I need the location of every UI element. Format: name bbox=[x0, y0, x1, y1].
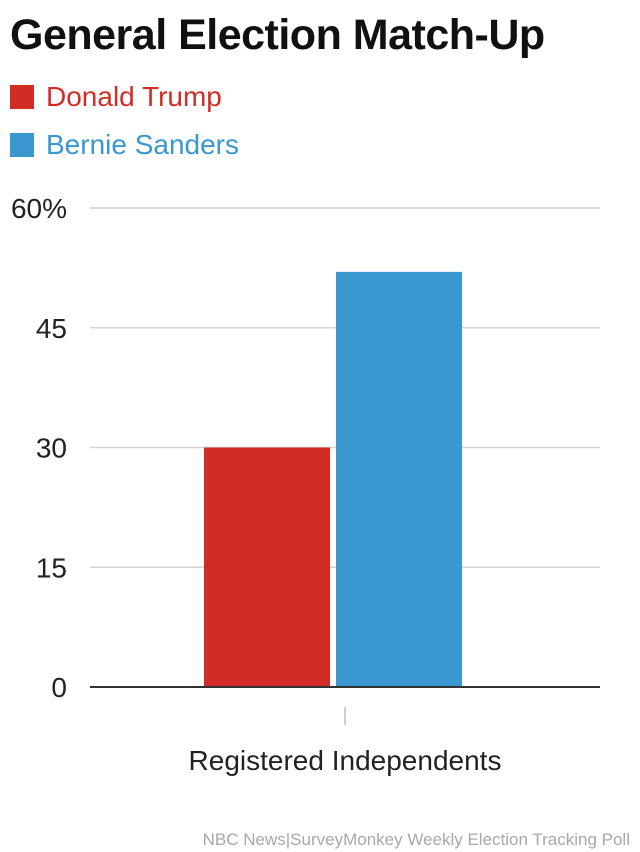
y-tick-label: 30 bbox=[36, 433, 67, 464]
bar bbox=[336, 271, 462, 687]
chart-legend: Donald Trump Bernie Sanders bbox=[10, 78, 239, 174]
chart-title: General Election Match-Up bbox=[10, 11, 545, 59]
legend-item-sanders: Bernie Sanders bbox=[10, 126, 239, 164]
y-tick-label: 60% bbox=[11, 193, 67, 224]
legend-label-trump: Donald Trump bbox=[46, 81, 222, 112]
y-tick-label: 45 bbox=[36, 313, 67, 344]
bar-chart: 0 15 30 45 60% Registered Independents bbox=[0, 180, 640, 800]
y-tick-label: 15 bbox=[36, 552, 67, 583]
y-tick-label: 0 bbox=[51, 672, 67, 703]
legend-swatch-trump bbox=[10, 85, 34, 109]
legend-label-sanders: Bernie Sanders bbox=[46, 129, 240, 160]
legend-swatch-sanders bbox=[10, 133, 34, 157]
x-tick-label: Registered Independents bbox=[189, 745, 502, 776]
bar bbox=[204, 447, 330, 687]
legend-item-trump: Donald Trump bbox=[10, 78, 239, 116]
bar-chart-svg: 0 15 30 45 60% Registered Independents bbox=[11, 193, 600, 776]
source-credit: NBC News|SurveyMonkey Weekly Election Tr… bbox=[202, 830, 630, 849]
